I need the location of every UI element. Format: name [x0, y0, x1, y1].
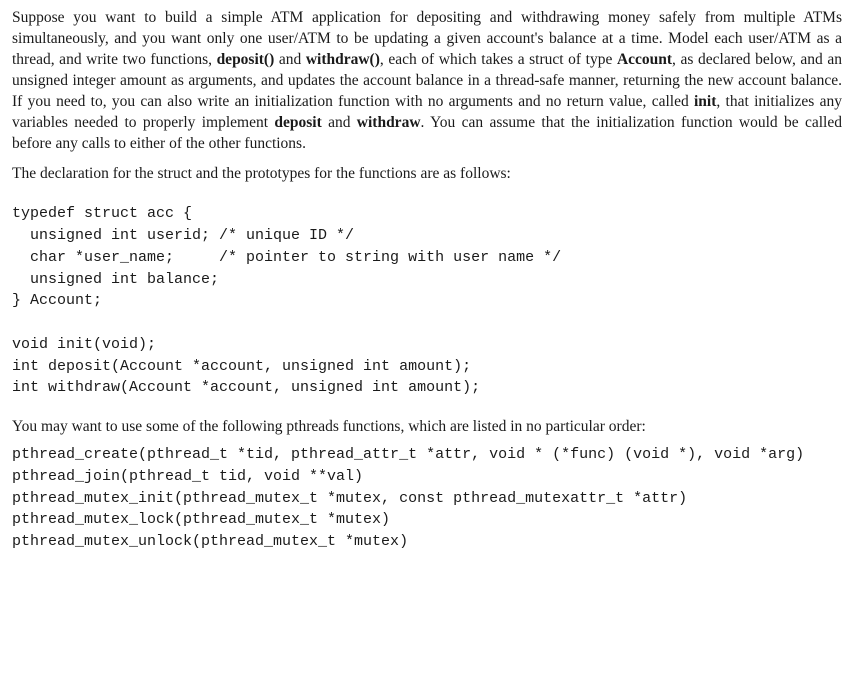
pthreads-function-list: pthread_create(pthread_t *tid, pthread_a… — [12, 444, 842, 553]
struct-and-prototypes-code: typedef struct acc { unsigned int userid… — [12, 203, 842, 399]
problem-description: Suppose you want to build a simple ATM a… — [12, 8, 842, 154]
declaration-intro: The declaration for the struct and the p… — [12, 164, 842, 185]
pthreads-intro: You may want to use some of the followin… — [12, 417, 842, 438]
